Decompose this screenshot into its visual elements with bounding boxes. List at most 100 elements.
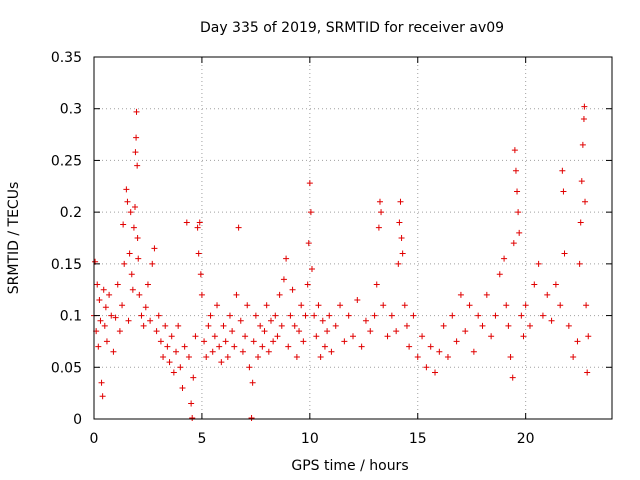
data-point [250, 338, 257, 345]
x-tick-label: 5 [197, 431, 206, 447]
data-point [197, 271, 204, 278]
data-point [252, 312, 259, 319]
data-point [457, 291, 464, 298]
data-point [539, 312, 546, 319]
data-point [376, 198, 383, 205]
data-point [305, 240, 312, 247]
data-point [153, 328, 160, 335]
data-point [559, 167, 566, 174]
data-point [350, 333, 356, 340]
data-point [584, 369, 591, 376]
data-point [96, 297, 103, 304]
data-point [198, 291, 205, 298]
axis-ticks [93, 56, 612, 420]
data-point [129, 286, 136, 293]
plot-frame [93, 56, 613, 420]
data-point [235, 224, 242, 231]
data-point [249, 379, 256, 386]
data-point [300, 338, 307, 345]
data-point [410, 312, 417, 319]
data-point [362, 317, 369, 324]
chart-title: Day 335 of 2019, SRMTID for receiver av0… [200, 20, 504, 36]
x-axis-title: GPS time / hours [291, 458, 408, 474]
data-point [162, 322, 169, 329]
data-point [190, 374, 197, 381]
data-point [522, 302, 529, 309]
y-tick-label: 0.2 [60, 205, 82, 221]
data-point [102, 304, 109, 311]
data-point [179, 384, 186, 391]
data-point [401, 302, 408, 309]
data-point [432, 369, 439, 376]
data-point [436, 348, 443, 355]
x-tick-label: 0 [90, 431, 99, 447]
data-point [483, 291, 490, 298]
data-point [507, 353, 514, 360]
data-point [136, 291, 143, 298]
data-point [516, 229, 523, 236]
data-point [97, 317, 104, 324]
data-point [557, 302, 564, 309]
data-point [100, 286, 107, 293]
data-point [103, 338, 110, 345]
data-point [246, 364, 253, 371]
data-point [581, 103, 588, 110]
data-point [509, 374, 516, 381]
data-point [552, 281, 559, 288]
data-point [185, 353, 192, 360]
data-point [313, 333, 320, 340]
data-point [574, 338, 581, 345]
data-point [149, 260, 156, 267]
data-point [289, 286, 296, 293]
data-point [270, 338, 277, 345]
data-point [358, 343, 365, 350]
data-point [110, 348, 117, 355]
data-point [526, 322, 533, 329]
data-point [518, 312, 525, 319]
data-point [462, 328, 469, 335]
data-point [453, 338, 460, 345]
data-point [132, 203, 139, 210]
data-point [216, 343, 223, 350]
y-tick-label: 0.05 [51, 360, 82, 376]
data-point [354, 297, 361, 304]
data-point [261, 328, 268, 335]
data-point [337, 302, 344, 309]
data-point [132, 149, 139, 156]
data-point [466, 302, 473, 309]
data-point [151, 245, 158, 252]
data-point [98, 379, 105, 386]
data-point [308, 266, 315, 273]
data-point [134, 162, 141, 169]
data-point [384, 333, 391, 340]
data-point [479, 322, 486, 329]
data-point [120, 221, 127, 228]
data-point [123, 186, 130, 193]
data-point [296, 328, 303, 335]
y-tick-label: 0.35 [51, 50, 82, 66]
data-point [140, 322, 147, 329]
data-point [239, 348, 246, 355]
x-tick-label: 20 [517, 431, 535, 447]
data-point [560, 188, 567, 195]
data-point [576, 260, 583, 267]
data-point [501, 255, 508, 262]
data-point [142, 304, 149, 311]
data-point [134, 235, 141, 241]
data-point [259, 343, 266, 350]
data-point [257, 322, 264, 329]
data-point [531, 281, 538, 288]
data-point [119, 302, 126, 309]
data-point [188, 400, 195, 407]
data-point [183, 219, 190, 226]
data-point [579, 141, 586, 148]
data-point [510, 240, 517, 247]
data-point [101, 322, 108, 329]
data-point [155, 312, 162, 319]
y-tick-label: 0 [73, 412, 82, 428]
data-point [307, 209, 314, 216]
data-point [128, 271, 135, 278]
data-point [168, 333, 175, 340]
data-point [321, 343, 328, 350]
